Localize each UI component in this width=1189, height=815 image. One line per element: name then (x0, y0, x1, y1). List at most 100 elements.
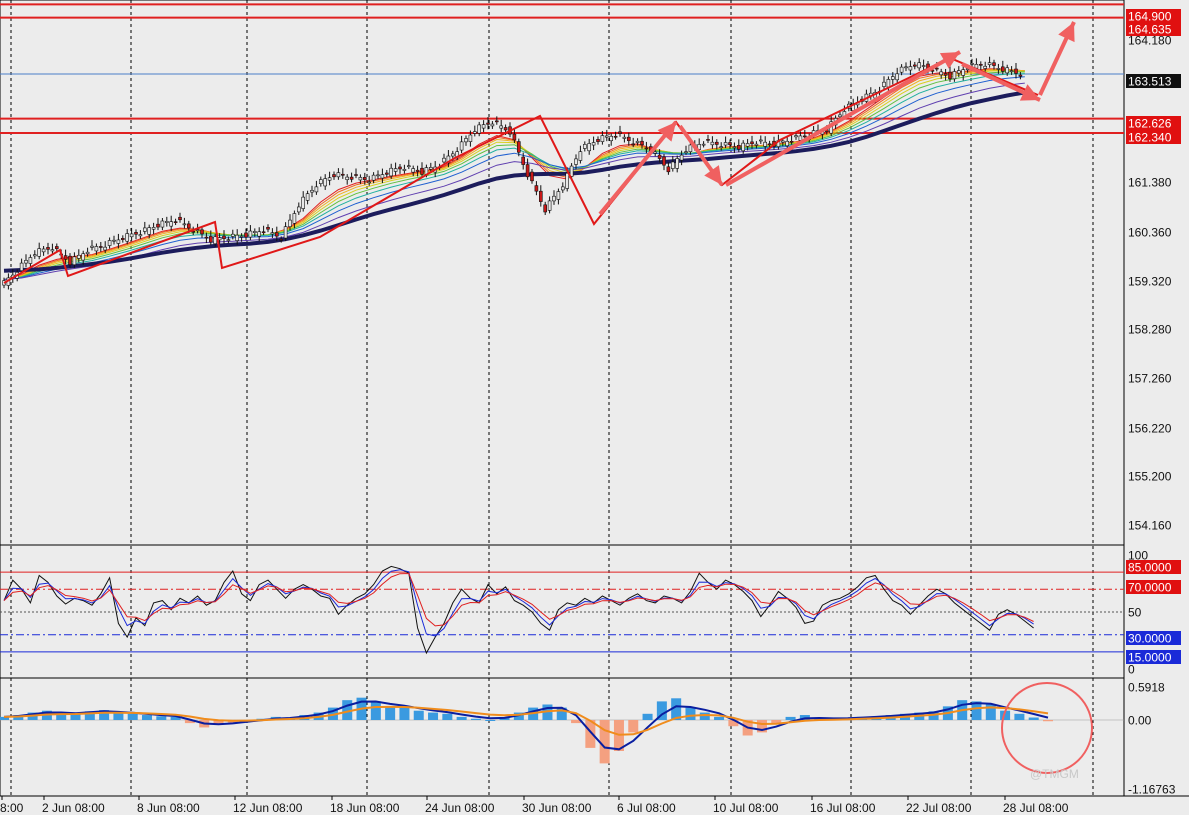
candle-body (420, 167, 424, 175)
candle-body (24, 259, 28, 264)
macd-bar (699, 712, 710, 720)
candle-body (222, 235, 226, 239)
candle-body (415, 169, 420, 172)
axis-label: 50 (1128, 606, 1142, 620)
candle-body (767, 143, 772, 146)
candle-body (956, 70, 961, 74)
macd-bar (1014, 713, 1025, 720)
trend-arrow (725, 50, 961, 187)
candle-body (886, 79, 891, 88)
candle-body (318, 179, 323, 184)
macd-bar (99, 710, 110, 720)
candle-body (367, 181, 372, 184)
candle-body (640, 140, 644, 146)
macd-bar (985, 704, 996, 720)
candle-body (81, 253, 85, 261)
candle-body (244, 232, 248, 238)
trend-arrow-head (704, 165, 722, 185)
macd-bar (771, 720, 782, 724)
axis-label: 85.0000 (1128, 561, 1172, 575)
osc-fast (3, 565, 1034, 655)
candle-body (253, 231, 257, 233)
macd-bar (213, 720, 224, 725)
candle-body (952, 71, 957, 80)
candle-body (530, 171, 534, 182)
candle-body (332, 174, 336, 178)
ema-band (3, 71, 1025, 280)
price-panel-frame (0, 0, 1125, 546)
trend-arrow-head (939, 52, 960, 69)
candle-body (68, 255, 72, 266)
ema-band (3, 76, 1025, 280)
candle-body (248, 230, 253, 238)
candle-body (371, 174, 376, 181)
candle-body (961, 69, 966, 76)
candle-body (948, 71, 952, 80)
candle-body (534, 185, 539, 192)
candle-body (912, 64, 917, 67)
candle-body (147, 227, 151, 235)
candle-body (591, 142, 596, 146)
candle-body (107, 240, 112, 246)
candle-body (169, 221, 173, 227)
candle-body (477, 124, 482, 134)
highlight-circle (1001, 682, 1093, 774)
ema-band (3, 82, 1025, 280)
candle-body (90, 245, 94, 248)
candle-body (802, 135, 807, 138)
candle-body (890, 76, 895, 80)
macd-bar (785, 716, 796, 720)
macd-bar (327, 707, 338, 720)
candle-body (472, 131, 477, 134)
candle-body (428, 167, 433, 170)
candle-body (688, 144, 693, 152)
axis-label: 100 (1128, 549, 1148, 563)
candle-body (582, 144, 587, 149)
axis-label: 0.5918 (1128, 681, 1165, 695)
candle-body (494, 120, 499, 123)
candle-body (376, 174, 380, 177)
macd-bar (585, 720, 596, 748)
macd-line (3, 700, 1049, 751)
candle-body (187, 223, 191, 229)
candle-body (296, 206, 301, 213)
macd-bar (1042, 720, 1054, 722)
candle-body (464, 138, 468, 143)
candle-body (1000, 66, 1005, 72)
axis-label: 162.626 (1128, 117, 1172, 131)
candle-body (1018, 74, 1023, 77)
axis-label: 15.0000 (1128, 651, 1172, 665)
candle-body (556, 191, 561, 200)
axis-label-bg (1126, 560, 1181, 574)
axis-label: 30.0000 (1128, 632, 1172, 646)
candle-body (618, 131, 622, 134)
candle-body (358, 177, 363, 181)
axis-label: 159.320 (1128, 275, 1172, 289)
candle-body (204, 236, 209, 239)
candle-body (46, 247, 50, 250)
axis-label: 160.360 (1128, 226, 1172, 240)
trend-arrow-head (1019, 84, 1040, 101)
candle-body (503, 127, 508, 131)
x-tick-label: 12 Jun 08:00 (233, 801, 303, 815)
candle-body (292, 213, 297, 224)
axis-label-bg (1126, 580, 1181, 594)
candle-body (314, 186, 319, 193)
candle-body (745, 143, 750, 147)
candle-body (19, 262, 24, 271)
candle-body (578, 151, 583, 161)
candle-body (402, 168, 407, 171)
macd-bar (642, 713, 653, 720)
axis-label: 162.340 (1128, 131, 1172, 145)
candle-body (596, 139, 600, 142)
axis-label: 158.280 (1128, 323, 1172, 337)
candle-body (569, 165, 574, 177)
macd-bar (1028, 717, 1039, 720)
candle-body (37, 248, 42, 257)
macd-bar (470, 718, 481, 720)
candle-body (644, 147, 649, 150)
axis-label-bg (1126, 9, 1181, 23)
candle-body (904, 66, 908, 69)
axis-label: 156.220 (1128, 422, 1172, 436)
candle-body (165, 221, 169, 223)
